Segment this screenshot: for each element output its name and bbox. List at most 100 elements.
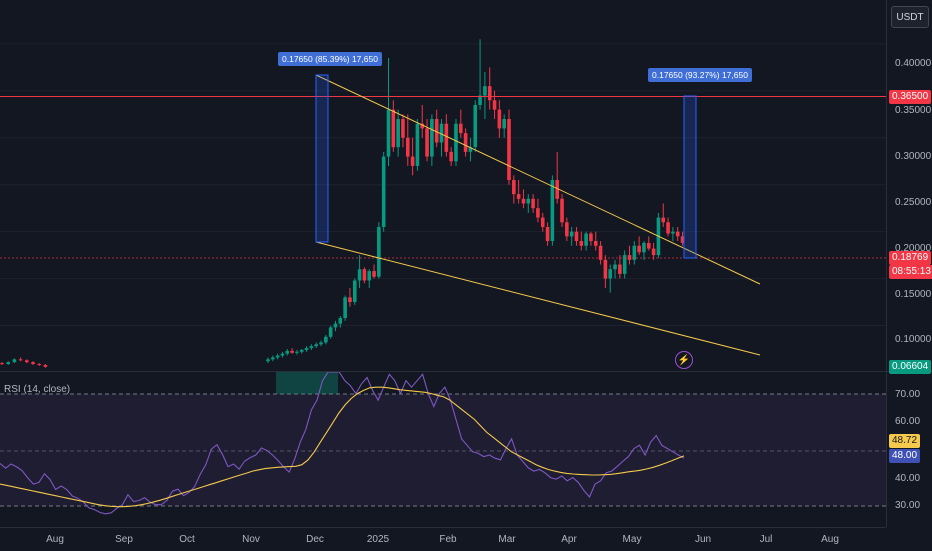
candle-body [622,255,627,274]
candle-body [304,348,309,350]
candle-body [646,242,651,249]
candle-body [425,128,429,157]
candle-body [569,231,574,237]
candle-body [18,359,23,361]
last-price-badge: 0.18769 [889,251,932,265]
candle-body [314,344,318,347]
price-tick: 0.20000 [895,243,932,254]
time-tick: Feb [439,534,457,545]
candle-body [497,109,502,129]
candle-body [43,364,48,367]
price-range-left[interactable] [315,74,329,243]
candle-body [502,119,506,129]
candle-body [343,297,347,319]
candle-body [0,363,4,365]
candle-body [338,318,343,324]
candle-body [37,364,41,366]
price-tick: 0.40000 [895,58,932,69]
candle-body [290,350,294,353]
candlestick-series [0,39,685,368]
candle-body [396,119,400,148]
candle-body [618,264,622,274]
candle-body [550,180,555,242]
time-tick: Dec [306,534,324,545]
level-price-badge: 0.36500 [889,90,932,104]
candle-body [651,248,656,256]
candle-body [593,241,598,246]
candle-body [328,327,333,337]
candle-body [526,198,531,204]
upper-trendline[interactable] [315,74,761,285]
price-tick: 0.15000 [895,289,932,300]
candle-body [391,109,396,148]
candle-body [545,226,550,242]
time-tick: Aug [821,534,839,545]
candle-body [362,269,367,281]
candle-body [608,269,613,279]
candle-body [487,86,492,101]
candle-body [555,180,559,199]
candle-body [439,123,444,143]
candle-body [381,156,386,227]
candle-body [386,109,391,157]
pane-separator[interactable] [0,371,932,372]
candle-body [603,259,608,279]
time-tick: Nov [242,534,260,545]
candle-body [299,349,304,352]
candle-body [478,95,482,105]
time-tick: Aug [46,534,64,545]
price-scale[interactable]: USDT 0.40000 0.35000 0.30000 0.25000 0.2… [886,0,932,527]
candle-body [420,123,425,129]
candle-body [574,231,579,242]
candle-body [560,198,564,223]
price-tick: 0.25000 [895,197,932,208]
candle-body [275,355,280,358]
rsi-tick: 60.00 [895,416,921,427]
candle-body [637,245,641,253]
candle-body [405,137,410,157]
candle-body [680,236,685,243]
price-range-right-tooltip: 0.17650 (93.27%) 17,650 [648,68,752,82]
candle-body [589,233,593,242]
price-tick: 0.30000 [895,151,932,162]
time-tick: Mar [498,534,516,545]
candle-body [565,222,569,237]
rsi-pane[interactable] [0,372,886,527]
time-tick: Apr [561,534,577,545]
candle-body [516,194,521,199]
lower-trendline[interactable] [315,241,761,356]
candle-body [459,123,463,134]
candle-body [333,323,338,328]
rsi-title[interactable]: RSI (14, close) [4,384,71,395]
candle-body [309,346,314,349]
candle-body [613,264,617,270]
rsi-value-badge: 48.00 [889,449,921,463]
candle-body [579,241,584,246]
lightning-icon[interactable]: ⚡ [675,351,693,369]
price-chart[interactable] [0,0,886,372]
candle-body [352,280,357,303]
time-tick: 2025 [366,534,390,545]
candle-body [410,156,415,166]
currency-button[interactable]: USDT [891,6,929,28]
candle-body [357,269,362,281]
time-axis[interactable]: Aug Sep Oct Nov Dec 2025 Feb Mar Apr May… [0,527,886,551]
candle-body [12,359,17,363]
price-tick: 0.10000 [895,334,932,345]
candle-body [324,336,328,343]
candle-body [454,123,458,162]
candle-body [372,271,376,277]
candle-body [521,198,526,204]
price-range-right[interactable] [683,95,697,259]
candle-body [507,119,511,181]
candle-body [430,119,434,157]
price-range-left-tooltip: 0.17650 (85.39%) 17,650 [278,52,382,66]
price-tick: 0.35000 [895,105,932,116]
rsi-band [0,394,886,506]
price-grid [0,43,886,327]
candle-body [627,255,632,260]
time-tick: Oct [179,534,195,545]
candle-body [25,360,29,363]
low-price-badge: 0.06604 [889,360,932,374]
candle-body [468,147,473,152]
